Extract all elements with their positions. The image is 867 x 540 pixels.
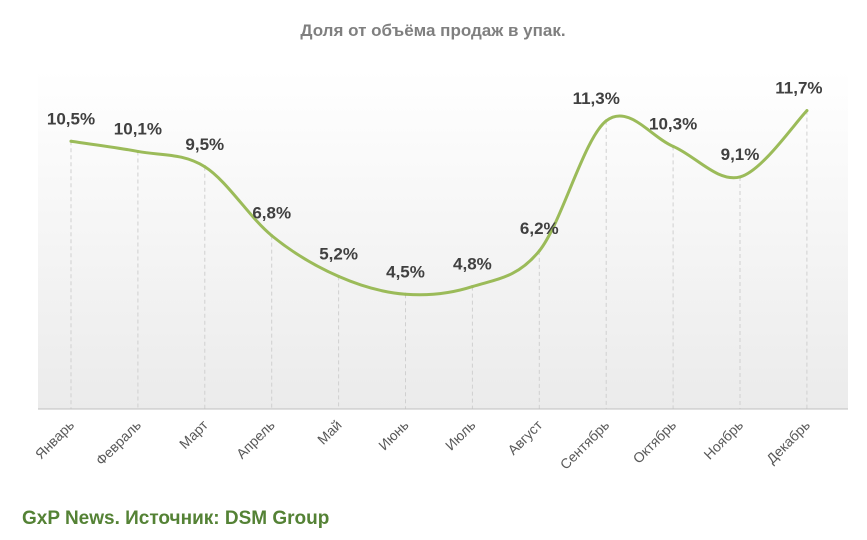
source-note: GxP News. Источник: DSM Group (22, 508, 330, 529)
data-point (604, 119, 608, 123)
data-labels: 10,5% 10,1% 9,5% 6,8% 5,2% 4,5% 4,8% 6,2% 11,3% 1… (47, 79, 823, 282)
data-point (203, 165, 207, 169)
x-tick-label: Август (504, 416, 546, 458)
data-point (671, 144, 675, 148)
x-tick-label: Сентябрь (557, 417, 613, 473)
x-tick-label: Декабрь (763, 417, 813, 467)
data-label: 11,7% (775, 79, 822, 98)
data-point (136, 149, 140, 153)
data-label: 6,2% (520, 219, 559, 238)
x-tick-label: Июль (442, 417, 479, 454)
data-label: 6,8% (252, 204, 291, 223)
data-label: 9,5% (185, 135, 224, 154)
data-label: 9,1% (721, 145, 760, 164)
x-tick-label: Апрель (233, 417, 278, 462)
chart-title: Доля от объёма продаж в упак. (300, 21, 565, 40)
data-label: 10,5% (47, 109, 95, 128)
data-label: 11,3% (573, 89, 620, 108)
data-label: 4,8% (453, 255, 492, 274)
data-point (537, 249, 541, 253)
data-point (738, 175, 742, 179)
series-group (69, 109, 809, 297)
data-point (337, 274, 341, 278)
x-tick-label: Май (314, 417, 345, 448)
line-chart: Доля от объёма продаж в упак. 10,5% 10,1%… (32, 21, 848, 472)
gridlines (70, 110, 808, 409)
x-tick-label: Март (176, 416, 211, 451)
x-tick-label: Ноябрь (700, 417, 746, 463)
plot-background (38, 70, 848, 409)
x-tick-labels: Январь Февраль Март Апрель Май Июнь Июль Август… (32, 416, 813, 472)
x-tick-label: Январь (32, 417, 77, 462)
x-tick-label: Июнь (375, 417, 411, 453)
x-tick-label: Октябрь (630, 417, 680, 467)
data-label: 10,3% (649, 114, 697, 133)
data-label: 10,1% (114, 119, 162, 138)
data-point (404, 292, 407, 296)
data-point (805, 109, 809, 113)
data-label: 4,5% (386, 262, 425, 281)
data-point (270, 234, 274, 238)
data-point (69, 139, 73, 143)
x-tick-label: Февраль (92, 417, 144, 469)
data-label: 5,2% (319, 244, 358, 263)
data-point (470, 285, 474, 289)
